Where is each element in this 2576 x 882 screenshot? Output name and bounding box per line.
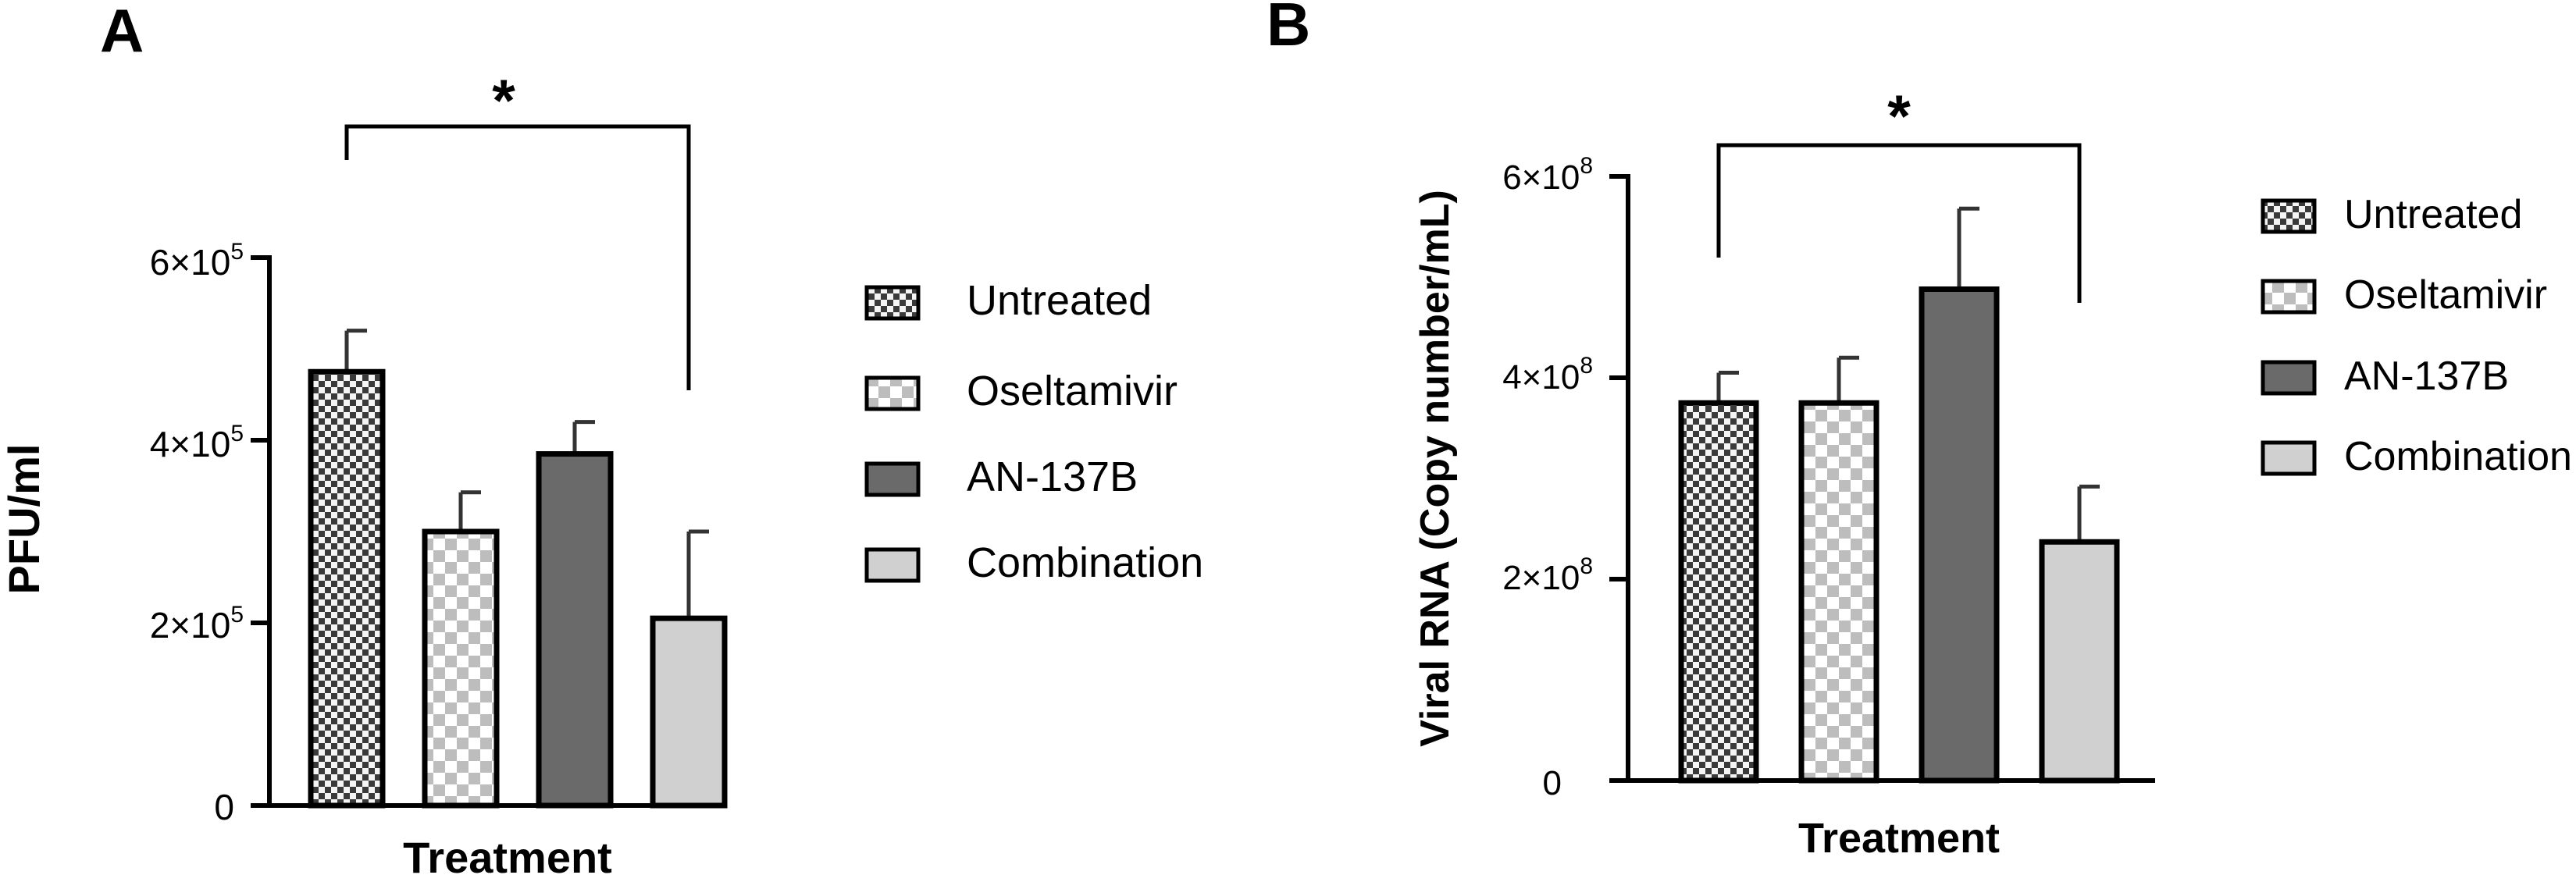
bar-combination: [2039, 539, 2120, 784]
panel-b-y-axis-title: Viral RNA (Copy number/mL): [1413, 190, 1458, 747]
legend-swatch-an137b: [864, 461, 921, 497]
panel-a-y-tick-label: 4×105: [150, 421, 244, 464]
panel-a-significance-bracket: [344, 124, 691, 390]
bar-oseltamivir: [422, 528, 500, 809]
legend-label-combination: Combination: [2344, 434, 2572, 479]
legend-swatch-combination: [864, 547, 921, 583]
legend-swatch-combination: [2261, 440, 2317, 476]
legend-swatch-untreated: [2261, 198, 2317, 234]
panel-b-letter: B: [1267, 0, 1310, 59]
panel-b-significance-star: *: [1887, 84, 1911, 150]
panel-a-legend: Untreated Oseltamivir AN-137B Combinatio…: [864, 277, 1203, 586]
panel-a-bars: [308, 368, 728, 809]
bar-combination: [650, 615, 728, 809]
panel-a-y-tick-label: 2×105: [150, 602, 244, 645]
legend-label-an137b: AN-137B: [2344, 354, 2509, 399]
panel-a-letter: A: [100, 0, 144, 65]
legend-label-oseltamivir: Oseltamivir: [967, 368, 1178, 414]
panel-a-y-tick-label: 6×105: [150, 239, 244, 283]
panel-a: A PFU/ml 0 2×105 4×105 6×105 * Treatment…: [0, 0, 1203, 882]
bar-an137b: [1919, 286, 2000, 784]
bar-oseltamivir: [1798, 400, 1879, 784]
panel-b-y-tick-label: 2×108: [1502, 553, 1593, 597]
panel-a-x-axis-title: Treatment: [403, 833, 612, 882]
legend-swatch-untreated: [864, 285, 921, 321]
significance-bracket-line: [344, 124, 691, 390]
legend-swatch-an137b: [2261, 360, 2317, 396]
panel-b: B Viral RNA (Copy number/mL) 0 2×108 4×1…: [1267, 0, 2572, 862]
panel-a-error-bars: [344, 329, 709, 619]
bar-untreated: [1678, 400, 1759, 784]
panel-b-significance-bracket: [1716, 143, 2082, 303]
legend-swatch-oseltamivir: [2261, 279, 2317, 315]
legend-swatch-oseltamivir: [864, 375, 921, 411]
legend-label-an137b: AN-137B: [967, 453, 1138, 500]
panel-b-y-tick-label: 0: [1543, 764, 1562, 802]
legend-label-oseltamivir: Oseltamivir: [2344, 272, 2547, 318]
panel-a-y-tick-labels: 0 2×105 4×105 6×105: [150, 239, 244, 827]
bar-untreated: [308, 368, 386, 809]
panel-b-bars: [1678, 286, 2120, 784]
significance-bracket-line: [1716, 143, 2082, 303]
panel-a-y-tick-label: 0: [214, 787, 234, 827]
panel-b-error-bars: [1716, 206, 2100, 542]
legend-label-untreated: Untreated: [2344, 192, 2522, 237]
panel-b-legend: Untreated Oseltamivir AN-137B Combinatio…: [2261, 192, 2572, 479]
panel-a-significance-star: *: [492, 68, 515, 134]
panel-b-y-tick-label: 4×108: [1502, 353, 1593, 397]
legend-label-combination: Combination: [967, 539, 1203, 586]
legend-label-untreated: Untreated: [967, 277, 1152, 324]
bar-an137b: [536, 451, 614, 809]
panel-b-x-axis-title: Treatment: [1798, 815, 2000, 862]
panel-b-y-tick-label: 6×108: [1502, 153, 1593, 197]
panel-a-y-axis-title: PFU/ml: [0, 444, 48, 595]
panel-b-y-tick-labels: 0 2×108 4×108 6×108: [1502, 153, 1593, 802]
